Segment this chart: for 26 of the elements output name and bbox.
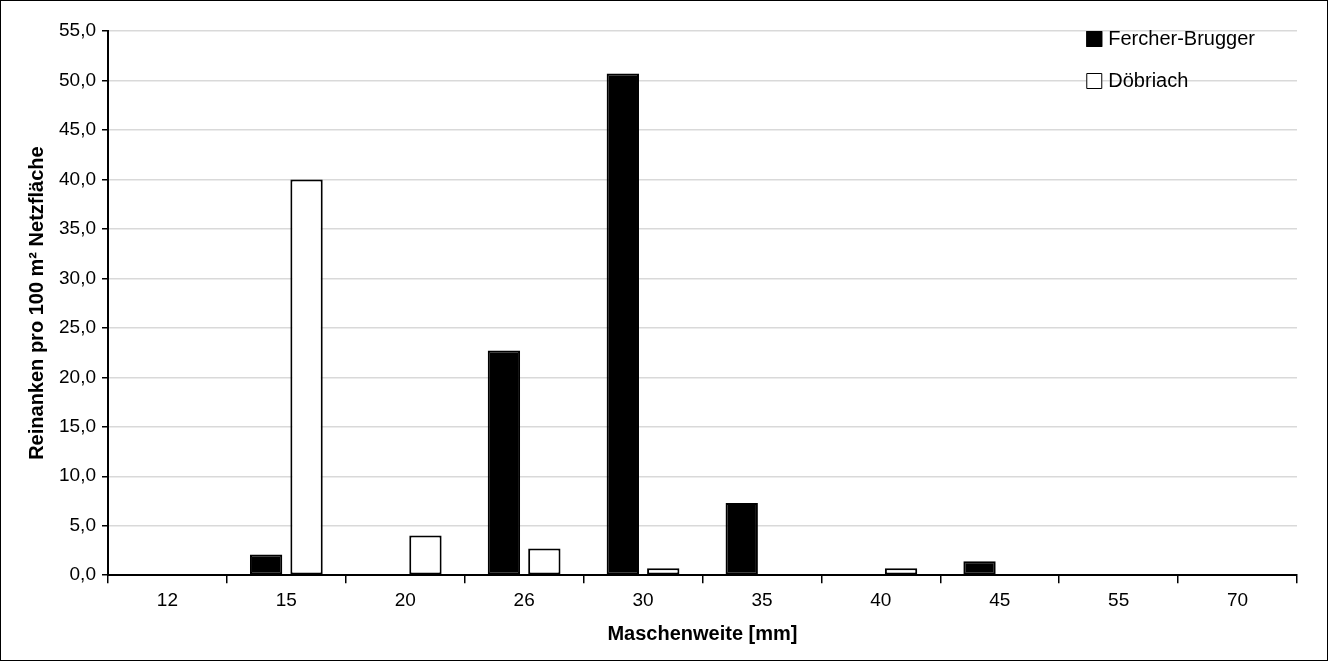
y-tick-label: 35,0: [59, 217, 96, 239]
x-tick-label: 55: [1108, 588, 1130, 610]
legend-label: Döbriach: [1108, 68, 1189, 91]
x-tick-label: 15: [275, 588, 297, 610]
y-tick-label: 15,0: [59, 415, 96, 437]
x-tick-label: 12: [156, 588, 178, 610]
y-tick-label: 20,0: [59, 365, 96, 387]
y-tick-label: 40,0: [59, 167, 96, 189]
x-tick-label: 70: [1226, 588, 1249, 610]
y-tick-label: 50,0: [59, 68, 96, 90]
x-axis-title: Maschenweite [mm]: [607, 621, 798, 644]
legend-label: Fercher-Brugger: [1108, 26, 1256, 49]
x-tick-label: 45: [989, 588, 1011, 610]
x-tick-label: 20: [394, 588, 416, 610]
y-tick-label: 45,0: [59, 118, 96, 140]
y-tick-label: 0,0: [69, 563, 96, 585]
y-tick-label: 30,0: [59, 266, 96, 288]
x-tick-label: 35: [751, 588, 773, 610]
x-tick-label: 40: [870, 588, 892, 610]
y-tick-label: 25,0: [59, 316, 96, 338]
y-tick-label: 5,0: [69, 513, 96, 535]
y-tick-label: 10,0: [59, 464, 96, 486]
y-axis-title: Reinanken pro 100 m² Netzfläche: [24, 146, 47, 460]
x-tick-label: 30: [632, 588, 654, 610]
x-tick-label: 26: [513, 588, 535, 610]
y-tick-label: 55,0: [59, 19, 96, 41]
